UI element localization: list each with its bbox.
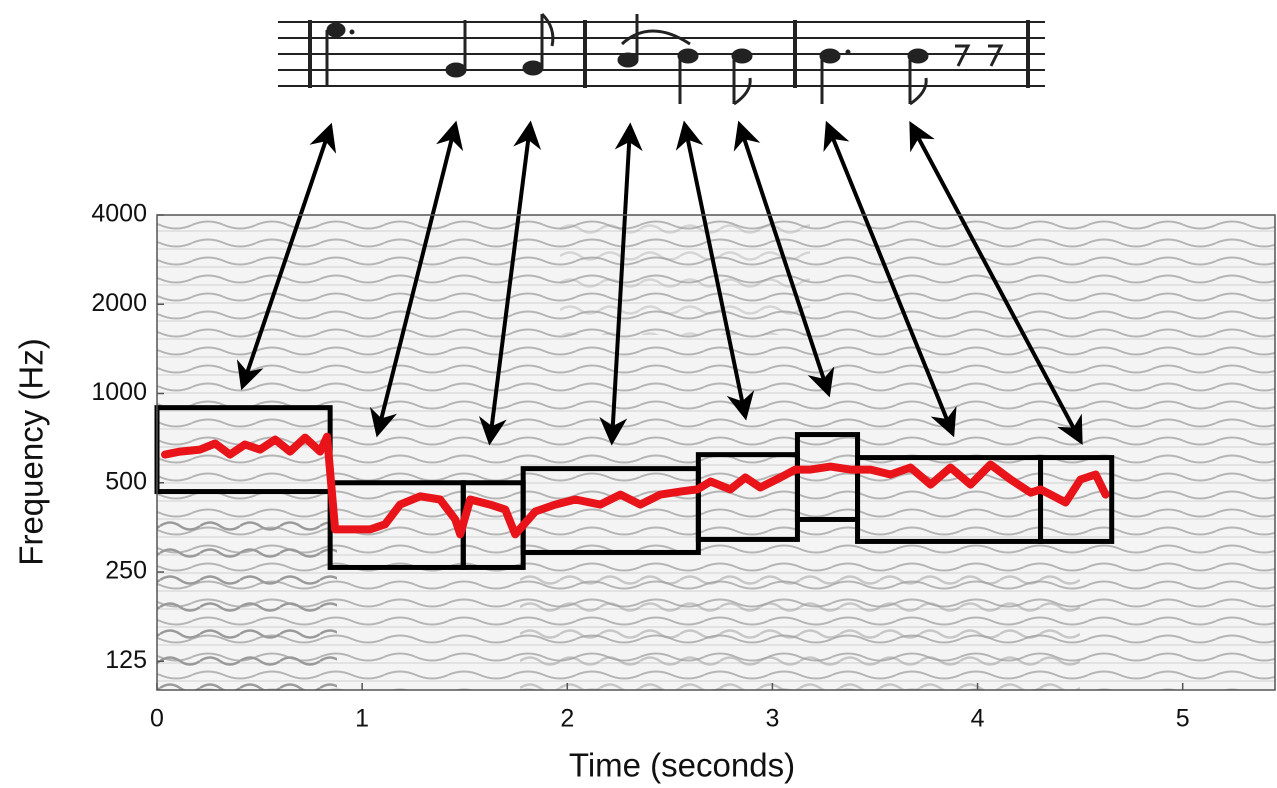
- x-tick-label: 2: [560, 705, 574, 733]
- x-tick-label: 1: [355, 705, 369, 733]
- x-tick-label: 5: [1176, 705, 1190, 733]
- y-tick-label: 4000: [91, 200, 147, 228]
- y-tick-label: 1000: [91, 378, 147, 406]
- x-tick-label: 4: [971, 705, 985, 733]
- note-box: [1038, 455, 1115, 544]
- y-tick-label: 250: [105, 557, 147, 585]
- arrows: [236, 120, 1083, 446]
- plot-frame: [156, 214, 1276, 691]
- y-axis-title: Frequency (Hz): [13, 338, 50, 565]
- sheet-music: [278, 12, 1045, 106]
- y-tick-label: 125: [105, 646, 147, 674]
- y-tick-label: 2000: [91, 289, 147, 317]
- y-tick-label: 500: [105, 467, 147, 495]
- x-tick-label: 0: [150, 705, 164, 733]
- x-tick-label: 3: [765, 705, 779, 733]
- x-axis-title: Time (seconds): [569, 747, 795, 784]
- pitch-contour: [161, 432, 1110, 539]
